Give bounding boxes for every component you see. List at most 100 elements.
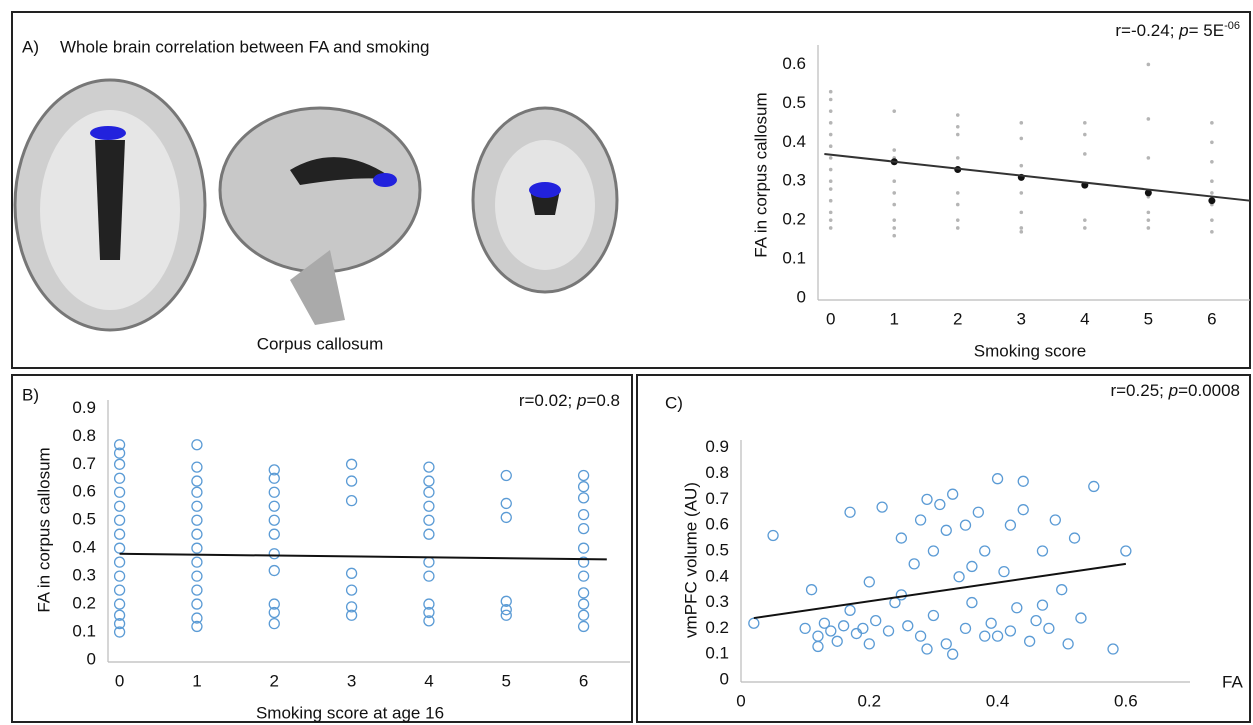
data-point (269, 515, 279, 525)
data-point (956, 156, 960, 160)
data-point (1083, 133, 1087, 137)
data-point (956, 191, 960, 195)
data-point (829, 199, 833, 203)
data-point (1070, 533, 1080, 543)
data-point (424, 501, 434, 511)
x-tick-label: 0.2 (857, 691, 881, 710)
y-tick-label: 0.2 (705, 618, 729, 637)
data-point (192, 557, 202, 567)
data-point (424, 476, 434, 486)
data-point (1121, 546, 1131, 556)
data-point (1208, 197, 1215, 204)
y-tick-label: 0 (87, 649, 96, 668)
data-point (1018, 476, 1028, 486)
y-tick-label: 0.5 (72, 510, 96, 529)
data-point (884, 626, 894, 636)
data-point (192, 599, 202, 609)
data-point (839, 621, 849, 631)
x-tick-label: 0.6 (1114, 691, 1138, 710)
x-tick-label: 5 (502, 671, 511, 690)
x-tick-label: 2 (270, 671, 279, 690)
data-point (986, 618, 996, 628)
data-point (877, 502, 887, 512)
y-tick-label: 0.3 (705, 592, 729, 611)
y-tick-label: 0.8 (705, 463, 729, 482)
y-axis-label: FA in corpus callosum (34, 447, 53, 612)
data-point (115, 543, 125, 553)
data-point (1044, 623, 1054, 633)
data-point (851, 629, 861, 639)
x-tick-label: 0 (826, 309, 835, 328)
data-point (864, 639, 874, 649)
data-point (1076, 613, 1086, 623)
data-point (896, 590, 906, 600)
stat-part: p (576, 391, 586, 410)
brain-axial (15, 80, 205, 330)
data-point (1210, 179, 1214, 183)
data-point (829, 226, 833, 230)
y-tick-label: 0 (797, 287, 806, 306)
stat-annotation: r=-0.24; p= 5E-06 (1115, 20, 1240, 41)
data-point (1210, 230, 1214, 234)
data-point (1019, 226, 1023, 230)
data-point (1019, 137, 1023, 141)
data-point (1147, 226, 1151, 230)
data-point (845, 507, 855, 517)
y-tick-label: 0.5 (705, 540, 729, 559)
data-point (956, 133, 960, 137)
data-point (192, 487, 202, 497)
x-tick-label: 4 (1080, 309, 1089, 328)
data-point (115, 529, 125, 539)
data-point (579, 510, 589, 520)
stat-annotation: r=0.25; p=0.0008 (1110, 381, 1240, 400)
data-point (1018, 505, 1028, 515)
data-point (424, 462, 434, 472)
data-point (424, 515, 434, 525)
data-point (1083, 226, 1087, 230)
data-point (829, 121, 833, 125)
data-point (813, 631, 823, 641)
data-point (1147, 156, 1151, 160)
data-point (269, 619, 279, 629)
data-point (928, 546, 938, 556)
y-tick-label: 0.4 (72, 538, 96, 557)
y-tick-label: 0.1 (782, 249, 806, 268)
data-point (192, 529, 202, 539)
data-point (1083, 218, 1087, 222)
data-point (115, 571, 125, 581)
data-point (115, 459, 125, 469)
stat-part: = 5E (1189, 21, 1224, 40)
x-tick-label: 0 (115, 671, 124, 690)
data-point (845, 605, 855, 615)
y-tick-label: 0.1 (705, 644, 729, 663)
fit-line (754, 564, 1126, 618)
data-point (829, 90, 833, 94)
data-point (269, 529, 279, 539)
data-point (1031, 616, 1041, 626)
data-point (892, 234, 896, 238)
data-point (1210, 141, 1214, 145)
data-point (941, 639, 951, 649)
y-tick-label: 0.3 (72, 566, 96, 585)
stat-part: =0.0008 (1178, 381, 1240, 400)
data-point (579, 470, 589, 480)
data-point (993, 474, 1003, 484)
data-point (1037, 546, 1047, 556)
data-point (192, 543, 202, 553)
data-point (916, 515, 926, 525)
data-point (579, 621, 589, 631)
brain-sagittal (220, 108, 420, 325)
y-tick-label: 0.5 (782, 93, 806, 112)
data-point (935, 500, 945, 510)
data-point (826, 626, 836, 636)
data-point (115, 487, 125, 497)
data-point (961, 520, 971, 530)
y-tick-label: 0.6 (705, 515, 729, 534)
data-point (999, 567, 1009, 577)
data-point (501, 470, 511, 480)
data-point (424, 487, 434, 497)
data-point (916, 631, 926, 641)
data-point (1019, 121, 1023, 125)
data-point (871, 616, 881, 626)
data-point (579, 599, 589, 609)
